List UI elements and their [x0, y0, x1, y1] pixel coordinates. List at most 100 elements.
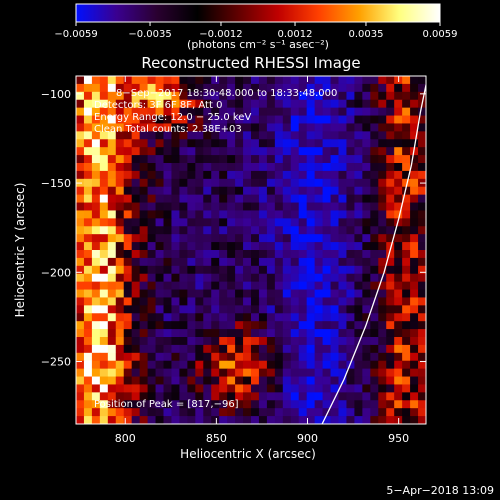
- heatmap-cell: [386, 368, 395, 377]
- heatmap-cell: [171, 329, 180, 338]
- heatmap-cell: [306, 170, 316, 180]
- heatmap-cell: [219, 155, 228, 164]
- heatmap-cell: [346, 337, 355, 346]
- heatmap-cell: [195, 218, 204, 227]
- heatmap-cell: [227, 408, 236, 417]
- heatmap-cell: [227, 155, 236, 164]
- heatmap-cell: [131, 202, 141, 211]
- heatmap-cell: [219, 400, 228, 409]
- heatmap-cell: [402, 400, 411, 409]
- heatmap-cell: [131, 273, 141, 283]
- heatmap-cell: [243, 76, 252, 85]
- heatmap-cell: [171, 202, 180, 211]
- heatmap-cell: [338, 131, 347, 140]
- heatmap-cell: [123, 376, 133, 385]
- heatmap-cell: [235, 250, 244, 259]
- heatmap-cell: [227, 170, 236, 180]
- heatmap-cell: [346, 155, 355, 164]
- heatmap-cell: [402, 392, 411, 401]
- heatmap-cell: [274, 131, 284, 140]
- heatmap-cell: [195, 392, 204, 401]
- heatmap-cell: [346, 115, 355, 124]
- heatmap-cell: [298, 178, 308, 188]
- heatmap-cell: [306, 257, 316, 267]
- heatmap-cell: [155, 400, 164, 409]
- heatmap-cell: [99, 360, 109, 370]
- heatmap-cell: [163, 163, 172, 172]
- heatmap-cell: [298, 115, 308, 124]
- heatmap-cell: [338, 170, 347, 180]
- heatmap-cell: [258, 226, 268, 235]
- heatmap-cell: [123, 163, 133, 172]
- heatmap-cell: [195, 360, 204, 370]
- heatmap-cell: [418, 194, 426, 203]
- heatmap-cell: [394, 99, 403, 109]
- heatmap-cell: [354, 273, 363, 283]
- heatmap-cell: [195, 202, 204, 211]
- heatmap-cell: [362, 250, 371, 259]
- heatmap-cell: [99, 131, 109, 140]
- heatmap-cell: [274, 202, 284, 211]
- heatmap-cell: [298, 139, 308, 148]
- heatmap-cell: [370, 210, 379, 219]
- heatmap-cell: [243, 107, 252, 116]
- heatmap-cell: [274, 186, 284, 196]
- heatmap-cell: [418, 281, 426, 290]
- heatmap-cell: [346, 250, 355, 259]
- heatmap-cell: [243, 337, 252, 346]
- heatmap-cell: [394, 344, 403, 354]
- heatmap-cell: [314, 107, 323, 116]
- heatmap-cell: [251, 163, 260, 172]
- heatmap-cell: [99, 337, 109, 346]
- heatmap-cell: [258, 250, 268, 259]
- heatmap-cell: [211, 155, 220, 164]
- heatmap-cell: [330, 337, 339, 346]
- heatmap-cell: [83, 218, 93, 227]
- heatmap-cell: [346, 91, 355, 101]
- heatmap-cell: [418, 250, 426, 259]
- heatmap-cell: [187, 210, 196, 219]
- heatmap-cell: [251, 99, 260, 109]
- heatmap-cell: [266, 344, 276, 354]
- heatmap-cell: [274, 416, 284, 424]
- heatmap-cell: [274, 123, 284, 132]
- heatmap-cell: [362, 289, 371, 298]
- heatmap-cell: [314, 416, 323, 424]
- heatmap-cell: [235, 234, 244, 243]
- heatmap-cell: [258, 234, 268, 243]
- heatmap-cell: [274, 360, 284, 370]
- heatmap-cell: [219, 202, 228, 211]
- heatmap-cell: [362, 416, 371, 424]
- heatmap-cell: [139, 147, 148, 156]
- heatmap-cell: [258, 155, 268, 164]
- heatmap-cell: [131, 368, 141, 377]
- heatmap-cell: [306, 163, 316, 172]
- heatmap-cell: [258, 408, 268, 417]
- heatmap-cell: [378, 170, 387, 180]
- colorbar-tick-label: 0.0035: [348, 29, 383, 40]
- heatmap-cell: [131, 265, 141, 275]
- heatmap-cell: [282, 131, 292, 140]
- heatmap-cell: [155, 170, 164, 180]
- heatmap-cell: [211, 210, 220, 219]
- heatmap-cell: [378, 281, 387, 290]
- heatmap-cell: [227, 265, 236, 275]
- heatmap-cell: [76, 131, 85, 140]
- heatmap-cell: [274, 392, 284, 401]
- heatmap-cell: [394, 281, 403, 290]
- heatmap-cell: [378, 155, 387, 164]
- heatmap-cell: [155, 352, 164, 362]
- heatmap-cell: [76, 408, 85, 417]
- heatmap-cell: [282, 257, 292, 267]
- heatmap-cell: [346, 242, 355, 251]
- heatmap-cell: [266, 321, 276, 330]
- heatmap-cell: [115, 265, 125, 275]
- heatmap-cell: [219, 139, 228, 148]
- heatmap-cell: [322, 352, 331, 362]
- heatmap-cell: [314, 76, 323, 85]
- heatmap-cell: [362, 178, 371, 188]
- heatmap-cell: [219, 210, 228, 219]
- heatmap-cell: [107, 329, 117, 338]
- heatmap-cell: [394, 368, 403, 377]
- heatmap-cell: [258, 194, 268, 203]
